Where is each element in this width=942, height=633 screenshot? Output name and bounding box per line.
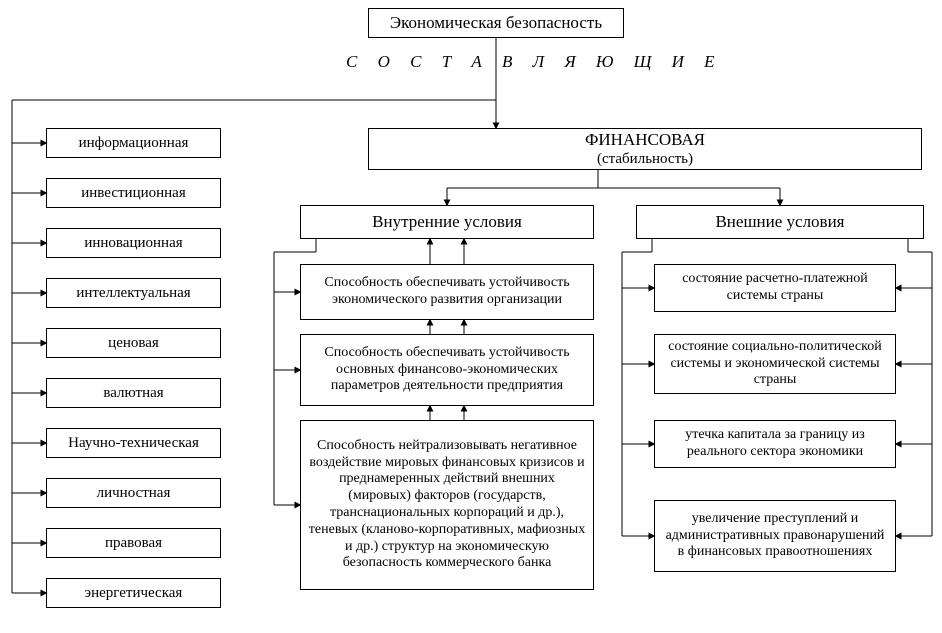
title-text: Экономическая безопасность — [390, 13, 602, 33]
left-item-label: ценовая — [108, 334, 159, 352]
external-header: Внешние условия — [636, 205, 924, 239]
external-item-text: утечка капитала за границу из реального … — [661, 427, 889, 461]
internal-header: Внутренние условия — [300, 205, 594, 239]
left-item-1: инвестиционная — [46, 178, 221, 208]
left-item-label: правовая — [105, 534, 162, 552]
financial-box: ФИНАНСОВАЯ (стабильность) — [368, 128, 922, 170]
left-item-4: ценовая — [46, 328, 221, 358]
left-item-label: энергетическая — [85, 584, 183, 602]
left-item-label: личностная — [97, 484, 171, 502]
left-item-label: валютная — [103, 384, 163, 402]
left-item-3: интеллектуальная — [46, 278, 221, 308]
external-item-1: состояние социально-политической системы… — [654, 334, 896, 394]
external-item-text: состояние расчетно-платежной системы стр… — [661, 271, 889, 305]
external-item-text: состояние социально-политической системы… — [661, 339, 889, 389]
left-item-2: инновационная — [46, 228, 221, 258]
left-item-9: энергетическая — [46, 578, 221, 608]
left-item-label: интеллектуальная — [76, 284, 190, 302]
subtitle-text: С О С Т А В Л Я Ю Щ И Е — [346, 52, 723, 71]
left-item-label: Научно-техническая — [68, 434, 199, 452]
internal-item-0: Способность обеспечивать устойчивость эк… — [300, 264, 594, 320]
left-item-0: информационная — [46, 128, 221, 158]
external-item-0: состояние расчетно-платежной системы стр… — [654, 264, 896, 312]
left-item-6: Научно-техническая — [46, 428, 221, 458]
left-item-8: правовая — [46, 528, 221, 558]
left-item-7: личностная — [46, 478, 221, 508]
internal-header-text: Внутренние условия — [372, 212, 522, 232]
title-box: Экономическая безопасность — [368, 8, 624, 38]
subtitle: С О С Т А В Л Я Ю Щ И Е — [346, 52, 723, 72]
left-item-label: инновационная — [84, 234, 182, 252]
financial-label: ФИНАНСОВАЯ — [585, 130, 705, 150]
external-item-text: увеличение преступлений и административн… — [661, 511, 889, 561]
financial-sub: (стабильность) — [597, 150, 693, 168]
internal-item-text: Способность нейтрализовывать негативное … — [307, 438, 587, 572]
internal-item-2: Способность нейтрализовывать негативное … — [300, 420, 594, 590]
external-item-2: утечка капитала за границу из реального … — [654, 420, 896, 468]
internal-item-text: Способность обеспечивать устойчивость ос… — [307, 345, 587, 395]
external-item-3: увеличение преступлений и административн… — [654, 500, 896, 572]
left-item-5: валютная — [46, 378, 221, 408]
internal-item-text: Способность обеспечивать устойчивость эк… — [307, 275, 587, 309]
internal-item-1: Способность обеспечивать устойчивость ос… — [300, 334, 594, 406]
left-item-label: информационная — [79, 134, 189, 152]
external-header-text: Внешние условия — [715, 212, 844, 232]
left-item-label: инвестиционная — [81, 184, 186, 202]
